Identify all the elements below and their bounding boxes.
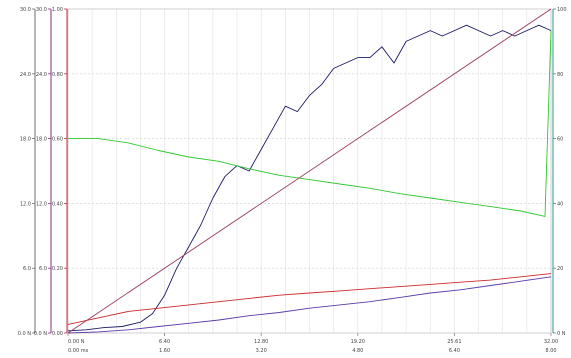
left-axis-tick-label: 0.80 — [52, 72, 63, 78]
left-axis-tick-label: 0.60 — [52, 137, 63, 143]
x-axis-top-tick-label: 6.40 — [159, 339, 170, 345]
x-axis-tick-label: 0.00 ms — [68, 348, 89, 354]
left-axis-tick-label: 6.0 — [39, 266, 47, 272]
left-axis-tick-label: 0.0 N — [18, 331, 32, 337]
axes — [32, 8, 556, 336]
left-axis-tick-label: 12.0 — [36, 201, 47, 207]
x-axis-top-tick-label: 25.61 — [447, 339, 461, 345]
left-axis-tick-label: 30.0 — [36, 7, 47, 13]
x-axis-top-tick-label: 12.80 — [254, 339, 268, 345]
right-axis-tick-label: 20 — [557, 266, 563, 272]
right-axis-tick-label: 40 — [557, 201, 563, 207]
left-axis-tick-label: 18.0 — [20, 137, 31, 143]
series-line-0 — [67, 24, 552, 332]
left-axis-tick-label: 30.0 — [20, 7, 31, 13]
series-line-3 — [67, 276, 552, 334]
x-axis-tick-label: 3.20 — [256, 348, 267, 354]
right-axis-tick-label: 60 — [557, 137, 563, 143]
left-axis-tick-label: 6.0 — [23, 266, 31, 272]
series-line-1 — [68, 30, 552, 217]
left-axis-tick-label: 0.0 N — [34, 331, 48, 337]
series-line-2 — [67, 273, 552, 325]
left-axis-tick-label: 24.0 — [20, 72, 31, 78]
right-axis-tick-label: 0 N — [557, 331, 566, 337]
left-axis-tick-label: 24.0 — [36, 72, 47, 78]
series-lines — [67, 8, 552, 334]
x-axis-tick-label: 6.40 — [449, 348, 460, 354]
left-axis-tick-label: 18.0 — [36, 137, 47, 143]
left-axis-tick-label: 12.0 — [20, 201, 31, 207]
x-axis-tick-label: 8.00 — [545, 348, 556, 354]
x-axis-top-tick-label: 19.20 — [351, 339, 365, 345]
series-line-4 — [67, 8, 552, 334]
x-axis-tick-label: 1.60 — [159, 348, 170, 354]
left-axis-tick-label: 0.40 — [52, 201, 63, 207]
left-axis-tick-label: 0.00 — [52, 331, 63, 337]
right-axis-tick-label: 80 — [557, 72, 563, 78]
x-axis-top-tick-label: 0.00 N — [68, 339, 85, 345]
left-axis-tick-label: 1.00 — [52, 7, 63, 13]
x-axis-top-tick-label: 32.00 — [544, 339, 558, 345]
x-axis-tick-label: 4.80 — [352, 348, 363, 354]
right-axis-tick-label: 100 — [557, 7, 567, 13]
left-axis-tick-label: 0.20 — [52, 266, 63, 272]
tick-labels: 0.0 N 6.0 12.0 18.0 24.0 30.0 0.0 N 6.0 12.0 18.0… — [18, 7, 567, 354]
plot-frame — [67, 8, 552, 334]
